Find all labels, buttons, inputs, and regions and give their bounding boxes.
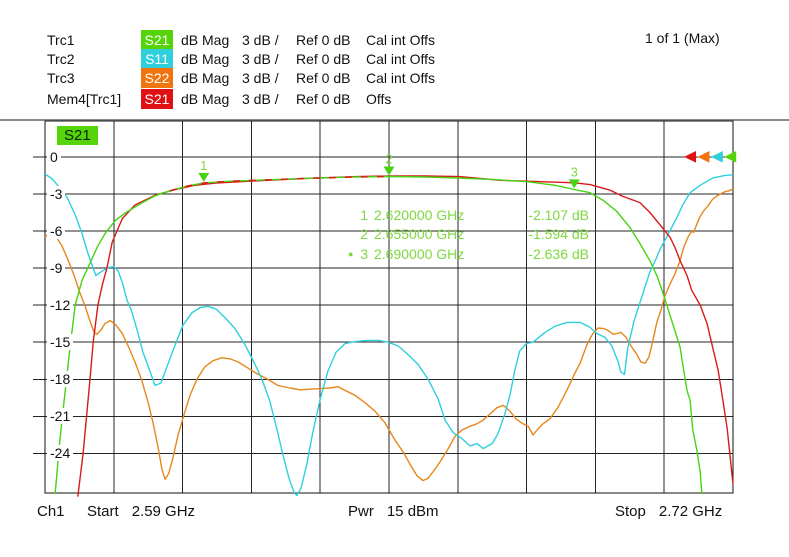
- start-label: Start: [87, 503, 119, 520]
- sweep-stop[interactable]: Stop 2.72 GHz: [615, 503, 722, 520]
- trace-name: Trc1: [47, 32, 75, 48]
- trace-param-chip: S21: [141, 30, 173, 50]
- trace-row-trc2[interactable]: Trc2 S11 dB Mag 3 dB / Ref 0 dB Cal int …: [47, 49, 435, 69]
- power-label: Pwr: [348, 503, 374, 520]
- y-axis-label: -18: [47, 371, 74, 388]
- marker-triangle-1[interactable]: [198, 172, 210, 182]
- marker-info-row: ● 3 2.690000 GHz -2.636 dB: [348, 245, 589, 264]
- marker-triangle-2[interactable]: [383, 166, 395, 176]
- marker-info-row: 1 2.620000 GHz -2.107 dB: [348, 206, 589, 225]
- marker-info-panel: 1 2.620000 GHz -2.107 dB 2 2.655000 GHz …: [348, 206, 589, 264]
- y-axis-label: -24: [47, 445, 74, 462]
- trace-name: Mem4[Trc1]: [47, 91, 122, 107]
- y-axis-label: -6: [47, 222, 66, 239]
- y-axis-label: -9: [47, 260, 66, 277]
- ref-level-arrow[interactable]: [710, 151, 723, 163]
- trace-scale: 3 dB /: [242, 51, 279, 67]
- trace-trc3-s22[interactable]: [44, 188, 734, 482]
- trace-format: dB Mag: [181, 51, 230, 67]
- active-marker-dot: [348, 225, 358, 244]
- trace-trc1-s21[interactable]: [54, 175, 703, 495]
- y-axis-label: 0: [47, 148, 61, 165]
- trace-trc2-s11[interactable]: [44, 173, 734, 497]
- trace-param-chip: S11: [141, 49, 173, 69]
- trace-ref: Ref 0 dB: [296, 91, 351, 107]
- trace-ref: Ref 0 dB: [296, 51, 351, 67]
- trace-param-chip: S22: [141, 68, 173, 88]
- start-value: 2.59 GHz: [131, 503, 196, 520]
- y-axis-label: -3: [47, 185, 66, 202]
- trace-scale: 3 dB /: [242, 32, 279, 48]
- trace-row-mem4[interactable]: Mem4[Trc1] S21 dB Mag 3 dB / Ref 0 dB Of…: [47, 89, 391, 109]
- marker-label-3: 3: [571, 164, 578, 179]
- marker-number: 3: [360, 245, 368, 262]
- trace-format: dB Mag: [181, 91, 230, 107]
- stop-label: Stop: [615, 503, 646, 520]
- marker-label-2: 2: [385, 152, 392, 167]
- trace-scale: 3 dB /: [242, 70, 279, 86]
- sweep-start[interactable]: Start 2.59 GHz: [87, 503, 195, 520]
- trace-format: dB Mag: [181, 70, 230, 86]
- trace-param-chip: S21: [141, 89, 173, 109]
- marker-frequency: 2.620000 GHz: [374, 207, 465, 223]
- marker-frequency: 2.690000 GHz: [374, 245, 465, 262]
- trace-cal-status: Cal int Offs: [366, 51, 435, 67]
- active-marker-dot: [348, 206, 358, 225]
- trace-cal-status: Cal int Offs: [366, 32, 435, 48]
- active-marker-dot: ●: [348, 248, 354, 259]
- trace-row-trc3[interactable]: Trc3 S22 dB Mag 3 dB / Ref 0 dB Cal int …: [47, 68, 435, 88]
- marker-value: -1.594 dB: [528, 226, 589, 243]
- y-axis-label: -15: [47, 334, 74, 351]
- trace-row-trc1[interactable]: Trc1 S21 dB Mag 3 dB / Ref 0 dB Cal int …: [47, 30, 435, 50]
- power-value: 15 dBm: [386, 503, 439, 520]
- y-axis-label: -21: [47, 408, 74, 425]
- ref-level-arrow[interactable]: [724, 151, 737, 163]
- marker-number: 1: [360, 207, 368, 223]
- trace-overlap-dashes: [169, 175, 390, 192]
- ref-level-arrow[interactable]: [697, 151, 710, 163]
- channel-label: Ch1: [37, 503, 65, 520]
- active-trace-label: S21: [57, 126, 98, 145]
- trace-name: Trc3: [47, 70, 75, 86]
- ref-level-arrow[interactable]: [684, 151, 696, 163]
- marker-info-row: 2 2.655000 GHz -1.594 dB: [348, 225, 589, 244]
- y-axis-label: -12: [47, 297, 74, 314]
- marker-value: -2.107 dB: [528, 207, 589, 223]
- marker-triangle-3[interactable]: [568, 179, 580, 189]
- trace-scale: 3 dB /: [242, 91, 279, 107]
- sweep-power[interactable]: Pwr 15 dBm: [348, 503, 439, 520]
- page-indicator: 1 of 1 (Max): [645, 30, 720, 46]
- marker-value: -2.636 dB: [528, 245, 589, 262]
- trace-name: Trc2: [47, 51, 75, 67]
- plot-border: [44, 120, 734, 494]
- marker-label-1: 1: [200, 158, 207, 173]
- marker-frequency: 2.655000 GHz: [374, 226, 465, 243]
- trace-cal-status: Cal int Offs: [366, 70, 435, 86]
- trace-cal-status: Offs: [366, 91, 392, 107]
- stop-value: 2.72 GHz: [658, 503, 723, 520]
- trace-ref: Ref 0 dB: [296, 70, 351, 86]
- trace-ref: Ref 0 dB: [296, 32, 351, 48]
- header-separator: [0, 119, 789, 121]
- trace-format: dB Mag: [181, 32, 230, 48]
- marker-number: 2: [360, 226, 368, 243]
